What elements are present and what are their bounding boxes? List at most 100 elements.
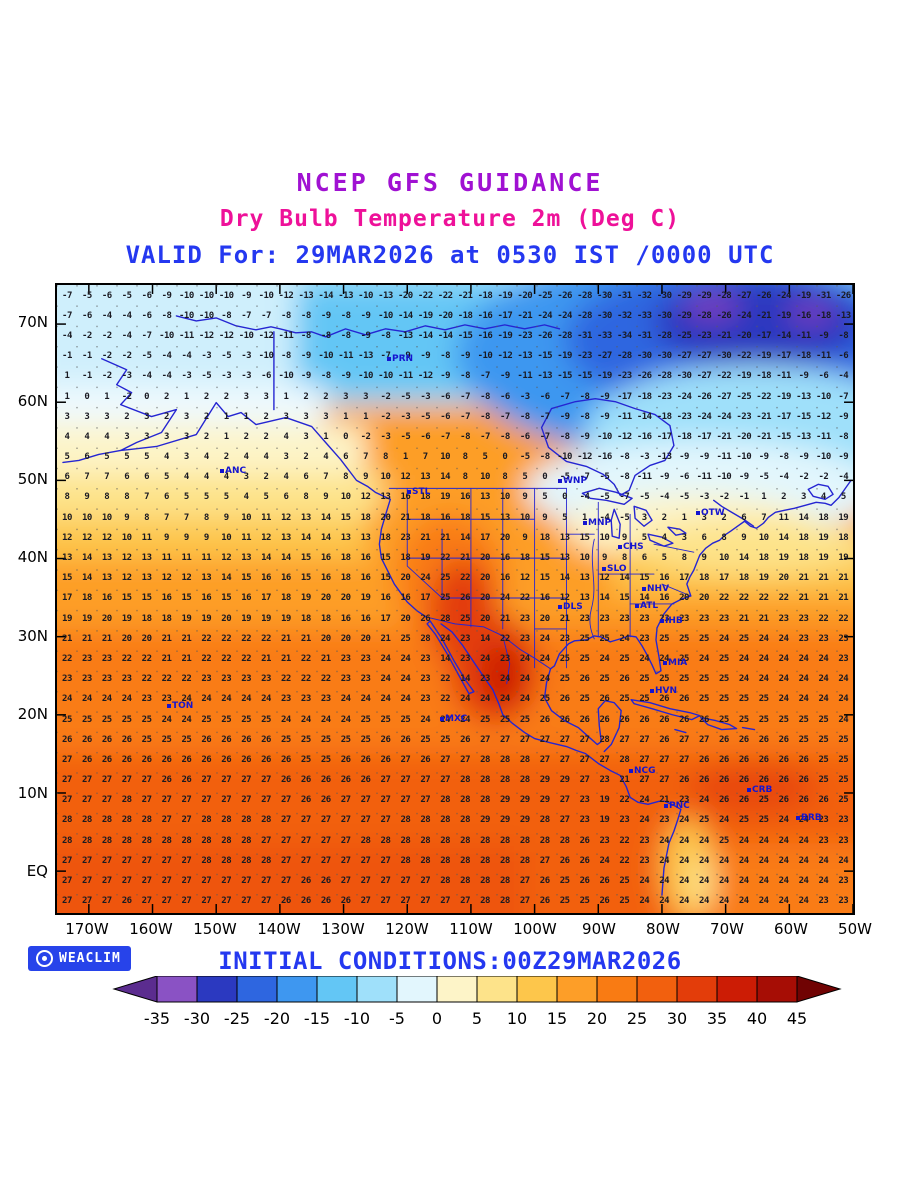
temp-value: -9 bbox=[659, 472, 670, 483]
temp-value: 22 bbox=[62, 653, 72, 664]
temp-value: 24 bbox=[798, 674, 809, 685]
temp-value: 1 bbox=[681, 512, 687, 523]
temp-value: -29 bbox=[696, 290, 712, 301]
temp-value: 23 bbox=[699, 613, 709, 624]
temp-value: -7 bbox=[261, 310, 271, 321]
temp-value: -5 bbox=[400, 391, 411, 402]
temp-value: -6 bbox=[101, 290, 112, 301]
temp-value: 27 bbox=[81, 876, 92, 887]
temp-value: 24 bbox=[778, 896, 789, 907]
temp-value: 27 bbox=[221, 876, 232, 887]
temp-value: 20 bbox=[360, 633, 371, 644]
temp-value: 17 bbox=[380, 613, 391, 624]
temp-value: -21 bbox=[716, 431, 732, 442]
temp-value: 13 bbox=[559, 553, 570, 564]
temp-value: 0 bbox=[502, 452, 508, 463]
temp-value: -16 bbox=[636, 431, 652, 442]
temp-value: -13 bbox=[298, 290, 314, 301]
temp-value: -4 bbox=[838, 472, 849, 483]
temp-value: 28 bbox=[599, 734, 610, 745]
temp-value: 26 bbox=[539, 876, 550, 887]
station-label: NCG bbox=[629, 766, 656, 776]
temp-value: 27 bbox=[281, 815, 291, 826]
temp-value: -14 bbox=[397, 310, 413, 321]
temp-value: 27 bbox=[559, 734, 570, 745]
temp-value: 6 bbox=[741, 512, 747, 523]
temp-value: 25 bbox=[320, 734, 331, 745]
temp-value: -8 bbox=[340, 310, 351, 321]
temp-value: -13 bbox=[517, 351, 533, 362]
temp-value: 13 bbox=[101, 553, 112, 564]
temp-value: 4 bbox=[223, 472, 229, 483]
temp-value: 15 bbox=[380, 573, 391, 584]
temp-value: 16 bbox=[539, 593, 550, 604]
temp-value: 28 bbox=[539, 835, 550, 846]
temp-value: 24 bbox=[699, 835, 709, 846]
temp-value: 25 bbox=[838, 795, 849, 806]
temp-value: 27 bbox=[221, 896, 232, 907]
temp-value: -30 bbox=[636, 351, 652, 362]
temperature-row: 25 25 25 25 25 24 24 25 25 25 25 24 24 24 24 25 25 25 24 24… bbox=[57, 710, 853, 730]
temp-value: 8 bbox=[64, 492, 70, 503]
temp-value: 27 bbox=[161, 815, 172, 826]
temperature-row: 28 28 28 28 28 28 28 28 28 28 27 27 27 27 27 28 28 28 28 28… bbox=[57, 831, 853, 851]
temp-value: -6 bbox=[818, 371, 829, 382]
temp-value: 19 bbox=[121, 613, 132, 624]
temp-value: 23 bbox=[62, 674, 72, 685]
temp-value: 19 bbox=[281, 613, 291, 624]
temp-value: 3 bbox=[104, 411, 110, 422]
temp-value: 27 bbox=[420, 876, 431, 887]
temp-value: 15 bbox=[539, 553, 550, 564]
temp-value: 28 bbox=[101, 835, 112, 846]
temp-value: 24 bbox=[62, 694, 72, 705]
station-marker-icon bbox=[558, 604, 562, 609]
temp-value: -21 bbox=[756, 310, 772, 321]
temp-value: -10 bbox=[597, 431, 612, 442]
temp-value: 16 bbox=[320, 553, 331, 564]
temp-value: 23 bbox=[101, 653, 112, 664]
temp-value: 25 bbox=[718, 674, 729, 685]
temp-value: 25 bbox=[360, 714, 371, 725]
temp-value: 26 bbox=[340, 896, 351, 907]
temp-value: 19 bbox=[818, 532, 829, 543]
temp-value: 28 bbox=[519, 835, 530, 846]
temp-value: -24 bbox=[696, 411, 712, 422]
temp-value: 27 bbox=[241, 775, 252, 786]
temp-value: 28 bbox=[480, 754, 490, 765]
temp-value: 24 bbox=[798, 896, 809, 907]
temp-value: -4 bbox=[141, 371, 152, 382]
temp-value: 24 bbox=[718, 896, 729, 907]
temp-value: 22 bbox=[300, 653, 311, 664]
temp-value: 28 bbox=[81, 835, 92, 846]
temperature-row: 22 23 23 22 22 21 21 22 22 22 21 21 22 21 23 23 24 24 23 14… bbox=[57, 649, 853, 669]
colorbar-tick-label: 35 bbox=[707, 1009, 727, 1028]
temp-value: -13 bbox=[835, 310, 851, 321]
temp-value: 12 bbox=[62, 532, 72, 543]
temp-value: 25 bbox=[738, 694, 749, 705]
temp-value: -9 bbox=[559, 411, 570, 422]
temp-value: 13 bbox=[360, 532, 371, 543]
temp-value: 5 bbox=[482, 452, 488, 463]
temp-value: -3 bbox=[400, 411, 411, 422]
temp-value: 11 bbox=[778, 512, 789, 523]
temp-value: 24 bbox=[699, 876, 709, 887]
colorbar-segment bbox=[276, 976, 318, 1003]
temperature-grid: -7 -5 -6 -5 -6 -9 -10 -10 -10 -9 -10 -12 -13 -14 -13 -1… bbox=[57, 285, 853, 913]
temp-value: 22 bbox=[499, 633, 510, 644]
temp-value: 12 bbox=[81, 532, 92, 543]
temp-value: 9 bbox=[223, 512, 229, 523]
temp-value: 6 bbox=[124, 472, 130, 483]
temp-value: 27 bbox=[181, 795, 192, 806]
temp-value: 8 bbox=[382, 452, 388, 463]
temp-value: 24 bbox=[300, 714, 311, 725]
temp-value: 3 bbox=[323, 411, 329, 422]
temp-value: 24 bbox=[738, 835, 749, 846]
temp-value: 23 bbox=[499, 653, 510, 664]
lon-label: 160W bbox=[129, 920, 173, 938]
temp-value: 28 bbox=[619, 754, 630, 765]
temp-value: -6 bbox=[261, 371, 271, 382]
temp-value: -10 bbox=[198, 290, 214, 301]
temp-value: -19 bbox=[557, 351, 572, 362]
temp-value: 24 bbox=[499, 694, 510, 705]
temp-value: -17 bbox=[656, 431, 672, 442]
